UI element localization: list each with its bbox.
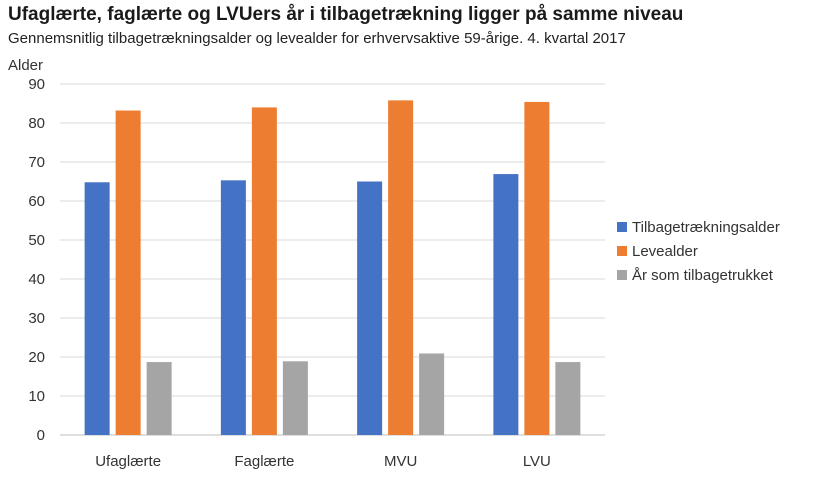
bar-mvu-0 — [357, 181, 383, 435]
bar-mvu-2 — [419, 353, 445, 435]
bar-lvu-2 — [555, 362, 581, 435]
bar-lvu-1 — [524, 101, 550, 435]
legend-label: Tilbagetrækningsalder — [632, 219, 780, 236]
x-category-label: LVU — [523, 453, 551, 470]
y-axis-label: Alder — [8, 57, 43, 74]
bar-faglærte-1 — [251, 107, 277, 436]
bars — [84, 100, 581, 436]
bar-lvu-0 — [493, 174, 519, 435]
bar-ufaglærte-0 — [84, 182, 110, 435]
chart-title: Ufaglærte, faglærte og LVUers år i tilba… — [8, 4, 684, 25]
gridlines — [60, 83, 605, 436]
y-tick-label: 30 — [28, 310, 45, 327]
y-tick-label: 0 — [37, 427, 45, 444]
y-tick-label: 20 — [28, 349, 45, 366]
x-axis-categories: Ufaglærte Faglærte MVU LVU — [95, 453, 551, 470]
y-tick-label: 40 — [28, 271, 45, 288]
legend-swatch — [617, 222, 627, 232]
bar-faglærte-2 — [282, 361, 308, 435]
bar-faglærte-0 — [220, 180, 246, 435]
y-tick-label: 80 — [28, 115, 45, 132]
y-tick-label: 60 — [28, 193, 45, 210]
bar-ufaglærte-1 — [115, 110, 141, 436]
y-tick-label: 50 — [28, 232, 45, 249]
chart-subtitle: Gennemsnitlig tilbagetrækningsalder og l… — [8, 30, 626, 47]
y-axis-ticks: 0 10 20 30 40 50 60 70 80 90 — [28, 76, 45, 444]
legend-swatch — [617, 270, 627, 280]
x-category-label: Ufaglærte — [95, 453, 161, 470]
y-tick-label: 90 — [28, 76, 45, 93]
legend-swatch — [617, 246, 627, 256]
legend-label: År som tilbagetrukket — [632, 267, 774, 284]
y-tick-label: 70 — [28, 154, 45, 171]
legend: Tilbagetrækningsalder Levealder År som til… — [617, 219, 780, 284]
bar-ufaglærte-2 — [146, 362, 172, 435]
x-category-label: Faglærte — [234, 453, 294, 470]
y-tick-label: 10 — [28, 388, 45, 405]
legend-label: Levealder — [632, 243, 698, 260]
x-category-label: MVU — [384, 453, 417, 470]
bar-mvu-1 — [388, 100, 414, 435]
